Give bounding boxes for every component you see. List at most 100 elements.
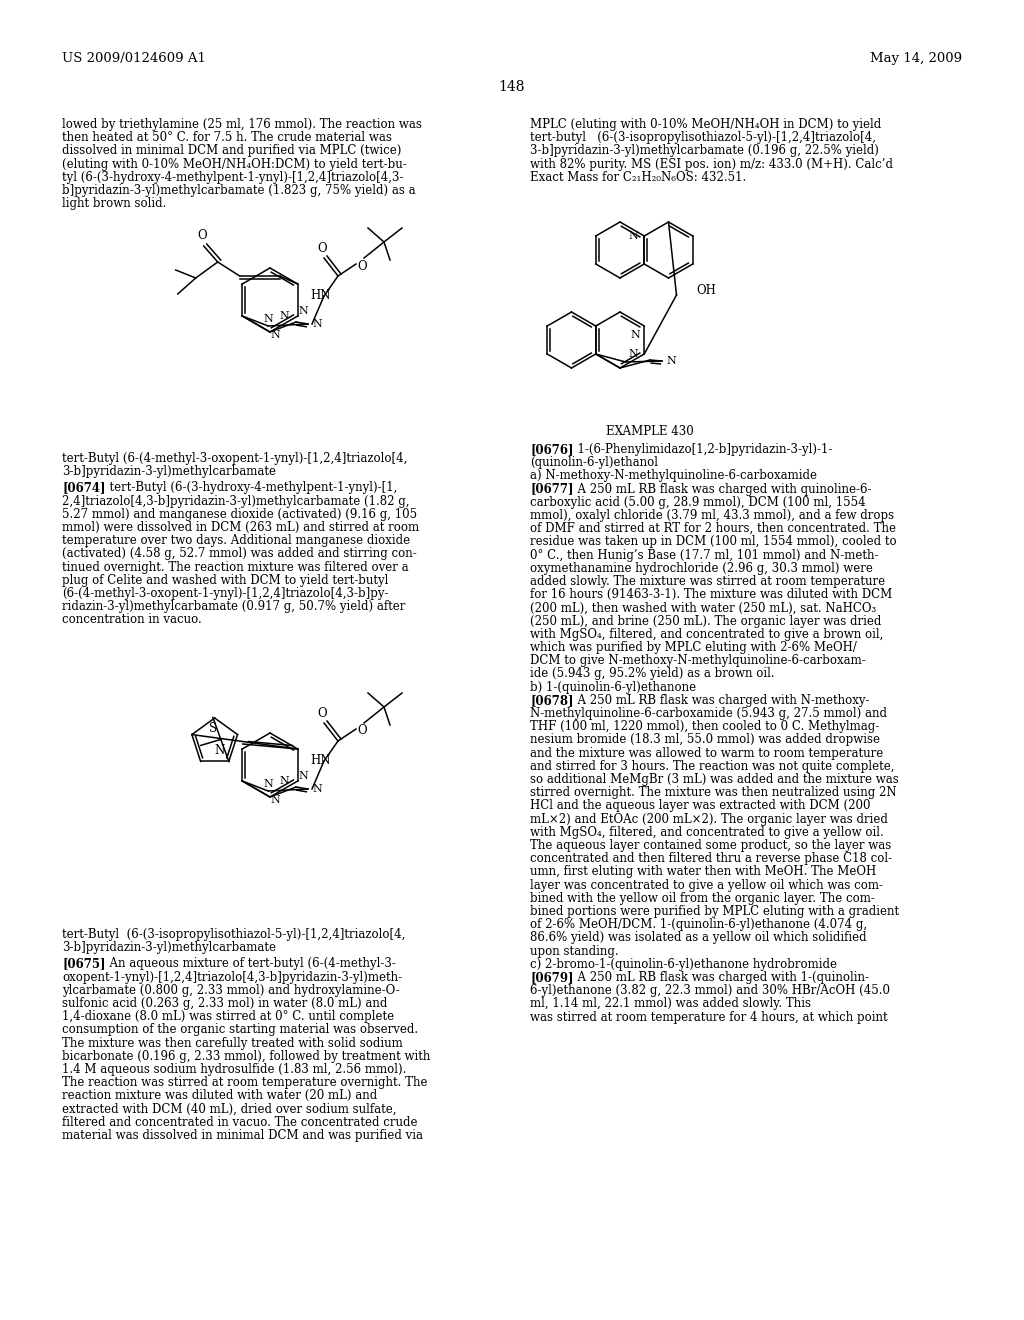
- Text: mmol) were dissolved in DCM (263 mL) and stirred at room: mmol) were dissolved in DCM (263 mL) and…: [62, 521, 419, 535]
- Text: consumption of the organic starting material was observed.: consumption of the organic starting mate…: [62, 1023, 418, 1036]
- Text: b) 1-(quinolin-6-yl)ethanone: b) 1-(quinolin-6-yl)ethanone: [530, 681, 696, 693]
- Text: mL×2) and EtOAc (200 mL×2). The organic layer was dried: mL×2) and EtOAc (200 mL×2). The organic …: [530, 813, 888, 825]
- Text: sulfonic acid (0.263 g, 2.33 mol) in water (8.0 mL) and: sulfonic acid (0.263 g, 2.33 mol) in wat…: [62, 997, 387, 1010]
- Text: 1-(6-Phenylimidazo[1,2-b]pyridazin-3-yl)-1-: 1-(6-Phenylimidazo[1,2-b]pyridazin-3-yl)…: [570, 444, 833, 455]
- Text: for 16 hours (91463-3-1). The mixture was diluted with DCM: for 16 hours (91463-3-1). The mixture wa…: [530, 589, 892, 601]
- Text: tert-butyl   (6-(3-isopropylisothiazol-5-yl)-[1,2,4]triazolo[4,: tert-butyl (6-(3-isopropylisothiazol-5-y…: [530, 131, 876, 144]
- Text: tert-Butyl (6-(4-methyl-3-oxopent-1-ynyl)-[1,2,4]triazolo[4,: tert-Butyl (6-(4-methyl-3-oxopent-1-ynyl…: [62, 451, 408, 465]
- Text: The reaction was stirred at room temperature overnight. The: The reaction was stirred at room tempera…: [62, 1076, 427, 1089]
- Text: O: O: [317, 708, 327, 719]
- Text: then heated at 50° C. for 7.5 h. The crude material was: then heated at 50° C. for 7.5 h. The cru…: [62, 131, 392, 144]
- Text: residue was taken up in DCM (100 ml, 1554 mmol), cooled to: residue was taken up in DCM (100 ml, 155…: [530, 536, 897, 548]
- Text: 5.27 mmol) and manganese dioxide (activated) (9.16 g, 105: 5.27 mmol) and manganese dioxide (activa…: [62, 508, 417, 521]
- Text: 3-b]pyridazin-3-yl)methylcarbamate (0.196 g, 22.5% yield): 3-b]pyridazin-3-yl)methylcarbamate (0.19…: [530, 144, 879, 157]
- Text: layer was concentrated to give a yellow oil which was com-: layer was concentrated to give a yellow …: [530, 879, 883, 891]
- Text: N: N: [629, 348, 638, 359]
- Text: DCM to give N-methoxy-N-methylquinoline-6-carboxam-: DCM to give N-methoxy-N-methylquinoline-…: [530, 655, 865, 667]
- Text: 1.4 M aqueous sodium hydrosulfide (1.83 ml, 2.56 mmol).: 1.4 M aqueous sodium hydrosulfide (1.83 …: [62, 1063, 407, 1076]
- Text: (eluting with 0-10% MeOH/NH₄OH:DCM) to yield tert-bu-: (eluting with 0-10% MeOH/NH₄OH:DCM) to y…: [62, 157, 407, 170]
- Text: of 2-6% MeOH/DCM. 1-(quinolin-6-yl)ethanone (4.074 g,: of 2-6% MeOH/DCM. 1-(quinolin-6-yl)ethan…: [530, 919, 867, 931]
- Text: mmol), oxalyl chloride (3.79 ml, 43.3 mmol), and a few drops: mmol), oxalyl chloride (3.79 ml, 43.3 mm…: [530, 510, 894, 521]
- Text: ide (5.943 g, 95.2% yield) as a brown oil.: ide (5.943 g, 95.2% yield) as a brown oi…: [530, 668, 774, 680]
- Text: ridazin-3-yl)methylcarbamate (0.917 g, 50.7% yield) after: ridazin-3-yl)methylcarbamate (0.917 g, 5…: [62, 601, 406, 614]
- Text: MPLC (eluting with 0-10% MeOH/NH₄OH in DCM) to yield: MPLC (eluting with 0-10% MeOH/NH₄OH in D…: [530, 117, 882, 131]
- Text: 3-b]pyridazin-3-yl)methylcarbamate: 3-b]pyridazin-3-yl)methylcarbamate: [62, 941, 276, 954]
- Text: 0° C., then Hunig’s Base (17.7 ml, 101 mmol) and N-meth-: 0° C., then Hunig’s Base (17.7 ml, 101 m…: [530, 549, 879, 561]
- Text: N: N: [312, 784, 322, 795]
- Text: (250 mL), and brine (250 mL). The organic layer was dried: (250 mL), and brine (250 mL). The organi…: [530, 615, 882, 627]
- Text: May 14, 2009: May 14, 2009: [869, 51, 962, 65]
- Text: [0677]: [0677]: [530, 483, 573, 495]
- Text: ylcarbamate (0.800 g, 2.33 mmol) and hydroxylamine-O-: ylcarbamate (0.800 g, 2.33 mmol) and hyd…: [62, 983, 399, 997]
- Text: O: O: [197, 228, 207, 242]
- Text: 3-b]pyridazin-3-yl)methylcarbamate: 3-b]pyridazin-3-yl)methylcarbamate: [62, 465, 276, 478]
- Text: c) 2-bromo-1-(quinolin-6-yl)ethanone hydrobromide: c) 2-bromo-1-(quinolin-6-yl)ethanone hyd…: [530, 958, 837, 970]
- Text: HN: HN: [310, 289, 331, 302]
- Text: and stirred for 3 hours. The reaction was not quite complete,: and stirred for 3 hours. The reaction wa…: [530, 760, 895, 772]
- Text: (activated) (4.58 g, 52.7 mmol) was added and stirring con-: (activated) (4.58 g, 52.7 mmol) was adde…: [62, 548, 417, 561]
- Text: 6-yl)ethanone (3.82 g, 22.3 mmol) and 30% HBr/AcOH (45.0: 6-yl)ethanone (3.82 g, 22.3 mmol) and 30…: [530, 985, 890, 997]
- Text: [0675]: [0675]: [62, 957, 105, 970]
- Text: bined portions were purified by MPLC eluting with a gradient: bined portions were purified by MPLC elu…: [530, 906, 899, 917]
- Text: (quinolin-6-yl)ethanol: (quinolin-6-yl)ethanol: [530, 457, 658, 469]
- Text: ml, 1.14 ml, 22.1 mmol) was added slowly. This: ml, 1.14 ml, 22.1 mmol) was added slowly…: [530, 998, 811, 1010]
- Text: OH: OH: [696, 285, 717, 297]
- Text: N: N: [263, 779, 272, 789]
- Text: and the mixture was allowed to warm to room temperature: and the mixture was allowed to warm to r…: [530, 747, 884, 759]
- Text: O: O: [357, 260, 367, 272]
- Text: N: N: [298, 771, 308, 781]
- Text: with MgSO₄, filtered, and concentrated to give a yellow oil.: with MgSO₄, filtered, and concentrated t…: [530, 826, 884, 838]
- Text: material was dissolved in minimal DCM and was purified via: material was dissolved in minimal DCM an…: [62, 1129, 423, 1142]
- Text: O: O: [317, 242, 327, 255]
- Text: The mixture was then carefully treated with solid sodium: The mixture was then carefully treated w…: [62, 1036, 402, 1049]
- Text: N: N: [280, 776, 290, 785]
- Text: THF (100 ml, 1220 mmol), then cooled to 0 C. Methylmag-: THF (100 ml, 1220 mmol), then cooled to …: [530, 721, 880, 733]
- Text: nesium bromide (18.3 ml, 55.0 mmol) was added dropwise: nesium bromide (18.3 ml, 55.0 mmol) was …: [530, 734, 880, 746]
- Text: (200 mL), then washed with water (250 mL), sat. NaHCO₃: (200 mL), then washed with water (250 mL…: [530, 602, 877, 614]
- Text: tyl (6-(3-hydroxy-4-methylpent-1-ynyl)-[1,2,4]triazolo[4,3-: tyl (6-(3-hydroxy-4-methylpent-1-ynyl)-[…: [62, 170, 403, 183]
- Text: N: N: [631, 330, 640, 341]
- Text: bicarbonate (0.196 g, 2.33 mmol), followed by treatment with: bicarbonate (0.196 g, 2.33 mmol), follow…: [62, 1049, 430, 1063]
- Text: umn, first eluting with water then with MeOH. The MeOH: umn, first eluting with water then with …: [530, 866, 877, 878]
- Text: tert-Butyl  (6-(3-isopropylisothiazol-5-yl)-[1,2,4]triazolo[4,: tert-Butyl (6-(3-isopropylisothiazol-5-y…: [62, 928, 406, 941]
- Text: concentrated and then filtered thru a reverse phase C18 col-: concentrated and then filtered thru a re…: [530, 853, 892, 865]
- Text: carboxylic acid (5.00 g, 28.9 mmol), DCM (100 ml, 1554: carboxylic acid (5.00 g, 28.9 mmol), DCM…: [530, 496, 865, 508]
- Text: which was purified by MPLC eluting with 2-6% MeOH/: which was purified by MPLC eluting with …: [530, 642, 857, 653]
- Text: [0676]: [0676]: [530, 444, 573, 455]
- Text: N: N: [629, 231, 638, 242]
- Text: with 82% purity. MS (ESI pos. ion) m/z: 433.0 (M+H). Calc’d: with 82% purity. MS (ESI pos. ion) m/z: …: [530, 157, 893, 170]
- Text: with MgSO₄, filtered, and concentrated to give a brown oil,: with MgSO₄, filtered, and concentrated t…: [530, 628, 884, 640]
- Text: concentration in vacuo.: concentration in vacuo.: [62, 614, 202, 627]
- Text: added slowly. The mixture was stirred at room temperature: added slowly. The mixture was stirred at…: [530, 576, 885, 587]
- Text: N: N: [298, 306, 308, 315]
- Text: light brown solid.: light brown solid.: [62, 197, 166, 210]
- Text: a) N-methoxy-N-methylquinoline-6-carboxamide: a) N-methoxy-N-methylquinoline-6-carboxa…: [530, 470, 817, 482]
- Text: S: S: [209, 722, 217, 735]
- Text: Exact Mass for C₂₁H₂₀N₆OS: 432.51.: Exact Mass for C₂₁H₂₀N₆OS: 432.51.: [530, 170, 746, 183]
- Text: extracted with DCM (40 mL), dried over sodium sulfate,: extracted with DCM (40 mL), dried over s…: [62, 1102, 396, 1115]
- Text: 148: 148: [499, 81, 525, 94]
- Text: N: N: [263, 314, 272, 323]
- Text: A 250 mL RB flask was charged with N-methoxy-: A 250 mL RB flask was charged with N-met…: [570, 694, 869, 706]
- Text: HN: HN: [310, 754, 331, 767]
- Text: An aqueous mixture of tert-butyl (6-(4-methyl-3-: An aqueous mixture of tert-butyl (6-(4-m…: [102, 957, 396, 970]
- Text: US 2009/0124609 A1: US 2009/0124609 A1: [62, 51, 206, 65]
- Text: N: N: [215, 744, 225, 758]
- Text: plug of Celite and washed with DCM to yield tert-butyl: plug of Celite and washed with DCM to yi…: [62, 574, 388, 587]
- Text: N: N: [270, 330, 280, 341]
- Text: oxymethanamine hydrochloride (2.96 g, 30.3 mmol) were: oxymethanamine hydrochloride (2.96 g, 30…: [530, 562, 872, 574]
- Text: N: N: [666, 356, 676, 366]
- Text: 1,4-dioxane (8.0 mL) was stirred at 0° C. until complete: 1,4-dioxane (8.0 mL) was stirred at 0° C…: [62, 1010, 394, 1023]
- Text: was stirred at room temperature for 4 hours, at which point: was stirred at room temperature for 4 ho…: [530, 1011, 888, 1023]
- Text: 2,4]triazolo[4,3-b]pyridazin-3-yl)methylcarbamate (1.82 g,: 2,4]triazolo[4,3-b]pyridazin-3-yl)methyl…: [62, 495, 410, 508]
- Text: dissolved in minimal DCM and purified via MPLC (twice): dissolved in minimal DCM and purified vi…: [62, 144, 401, 157]
- Text: oxopent-1-ynyl)-[1,2,4]triazolo[4,3-b]pyridazin-3-yl)meth-: oxopent-1-ynyl)-[1,2,4]triazolo[4,3-b]py…: [62, 970, 402, 983]
- Text: 86.6% yield) was isolated as a yellow oil which solidified: 86.6% yield) was isolated as a yellow oi…: [530, 932, 866, 944]
- Text: upon standing.: upon standing.: [530, 945, 618, 957]
- Text: EXAMPLE 430: EXAMPLE 430: [606, 425, 694, 438]
- Text: b]pyridazin-3-yl)methylcarbamate (1.823 g, 75% yield) as a: b]pyridazin-3-yl)methylcarbamate (1.823 …: [62, 183, 416, 197]
- Text: tinued overnight. The reaction mixture was filtered over a: tinued overnight. The reaction mixture w…: [62, 561, 409, 574]
- Text: bined with the yellow oil from the organic layer. The com-: bined with the yellow oil from the organ…: [530, 892, 874, 904]
- Text: N: N: [312, 319, 322, 329]
- Text: N: N: [270, 795, 280, 805]
